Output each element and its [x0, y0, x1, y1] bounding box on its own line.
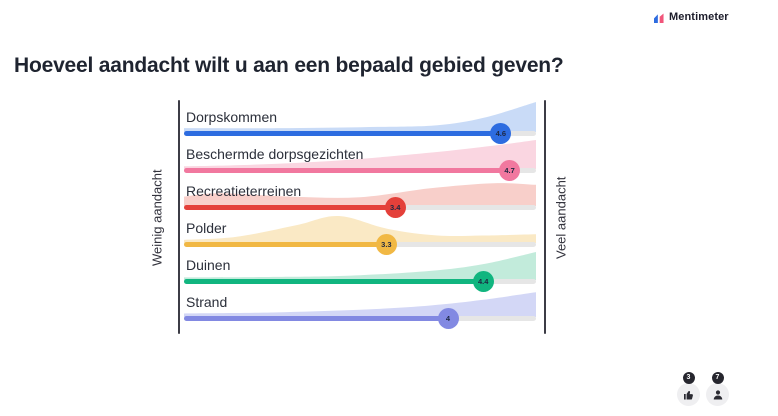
average-marker[interactable]: 3.3: [375, 234, 397, 255]
scale-track-fill: [184, 205, 396, 210]
scale-row: Dorpskommen 4.6: [184, 98, 536, 146]
scale-row: Recreatieterreinen 3.4: [184, 172, 536, 220]
thumbs-up-count-badge: 3: [682, 372, 695, 384]
mentimeter-logo: Mentimeter: [654, 11, 729, 23]
participants-count-badge: 7: [711, 372, 724, 384]
distribution-area: [184, 140, 536, 169]
participants-button[interactable]: 7: [706, 372, 729, 406]
distribution-area: [184, 252, 536, 280]
scale-item-label: Duinen: [186, 257, 231, 273]
scales-chart: Dorpskommen 4.6 Beschermde dorpsgezichte…: [178, 100, 546, 336]
scale-track-fill: [184, 131, 501, 136]
scale-item-label: Strand: [186, 294, 228, 310]
distribution-area: [184, 215, 536, 243]
scale-item-label: Polder: [186, 220, 227, 236]
scale-row: Beschermde dorpsgezichten 4.7: [184, 135, 536, 183]
scale-track-fill: [184, 168, 510, 173]
scale-item-label: Recreatieterreinen: [186, 183, 302, 199]
average-marker[interactable]: 3.4: [384, 197, 406, 218]
scale-track-fill: [184, 316, 448, 321]
thumbs-up-button[interactable]: 3: [677, 372, 700, 406]
reactions-bar: 3 7: [677, 372, 729, 406]
average-marker[interactable]: 4: [437, 308, 459, 329]
average-marker[interactable]: 4.6: [490, 123, 512, 144]
scale-row: Strand 4: [184, 283, 536, 331]
average-marker[interactable]: 4.4: [472, 271, 494, 292]
axis-rule-left: [178, 100, 180, 334]
average-marker[interactable]: 4.7: [499, 160, 521, 181]
scale-row: Duinen 4.4: [184, 246, 536, 294]
axis-rule-right: [544, 100, 546, 334]
mentimeter-logo-icon: [654, 12, 664, 23]
scale-row: Polder 3.3: [184, 209, 536, 257]
distribution-area: [184, 292, 536, 317]
thumbs-up-icon: [683, 390, 693, 399]
axis-label-max: Veel aandacht: [553, 176, 569, 260]
person-icon: [713, 389, 722, 399]
distribution-area: [184, 183, 536, 206]
scale-track-fill: [184, 242, 387, 247]
axis-label-min: Weinig aandacht: [149, 169, 165, 267]
scale-track-fill: [184, 279, 484, 284]
page-title: Hoeveel aandacht wilt u aan een bepaald …: [14, 54, 564, 77]
scale-item-label: Dorpskommen: [186, 109, 278, 125]
scale-item-label: Beschermde dorpsgezichten: [186, 146, 364, 162]
distribution-area: [184, 102, 536, 132]
mentimeter-logo-text: Mentimeter: [669, 11, 729, 23]
